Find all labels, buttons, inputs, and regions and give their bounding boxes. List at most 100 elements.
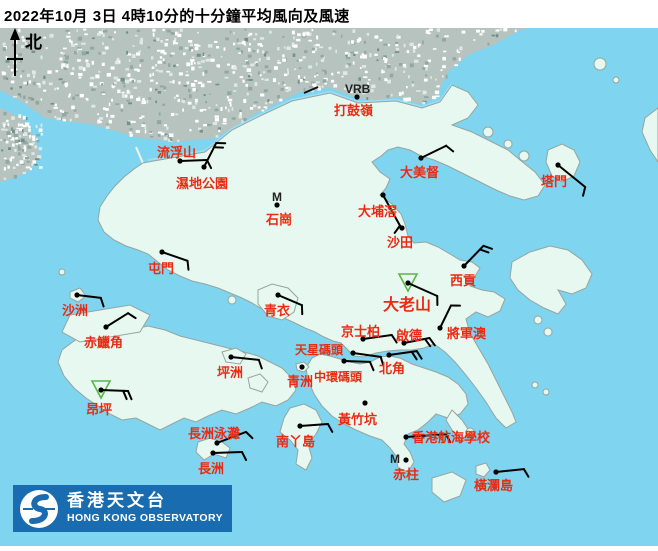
urban-speckle [232, 107, 234, 111]
urban-speckle [195, 47, 199, 51]
urban-speckle [24, 132, 27, 135]
urban-speckle [404, 44, 406, 48]
urban-speckle [269, 31, 272, 34]
urban-speckle [91, 88, 95, 91]
urban-speckle [165, 43, 168, 47]
urban-speckle [137, 30, 141, 32]
urban-speckle [189, 94, 192, 98]
urban-speckle [115, 103, 119, 105]
urban-speckle [248, 48, 251, 52]
urban-speckle [125, 68, 129, 70]
urban-speckle [173, 80, 175, 84]
urban-speckle [91, 105, 95, 108]
urban-speckle [176, 64, 178, 66]
urban-speckle [197, 32, 199, 34]
urban-speckle [246, 61, 250, 64]
urban-speckle [155, 101, 157, 104]
urban-speckle [11, 156, 14, 158]
urban-speckle [238, 42, 242, 44]
urban-speckle [274, 66, 278, 70]
urban-speckle [31, 163, 33, 166]
urban-speckle [402, 91, 404, 94]
urban-speckle [141, 116, 144, 118]
urban-speckle [13, 96, 17, 98]
urban-speckle [70, 119, 72, 122]
urban-speckle [337, 72, 340, 74]
urban-speckle [248, 79, 253, 81]
urban-speckle [29, 80, 31, 83]
station-label: 赤柱 [393, 467, 419, 482]
urban-speckle [333, 84, 337, 87]
station-label: 西貢 [450, 273, 476, 288]
urban-speckle [388, 44, 390, 46]
urban-speckle [426, 67, 428, 71]
urban-speckle [27, 74, 30, 77]
urban-speckle [232, 117, 236, 120]
urban-speckle [147, 47, 150, 49]
urban-speckle [126, 100, 130, 102]
urban-speckle [50, 34, 54, 38]
urban-speckle [258, 106, 261, 108]
station-dot [214, 440, 219, 445]
urban-speckle [292, 31, 295, 35]
urban-speckle [71, 106, 75, 110]
urban-speckle [45, 47, 48, 49]
urban-speckle [60, 110, 62, 113]
urban-speckle [27, 161, 30, 163]
urban-speckle [98, 52, 101, 54]
urban-speckle [242, 41, 246, 44]
urban-speckle [29, 135, 31, 138]
urban-speckle [65, 56, 68, 60]
station-label: 青洲 [287, 374, 313, 389]
urban-speckle [79, 77, 82, 79]
urban-speckle [496, 30, 500, 32]
station-mark: M [272, 190, 282, 204]
urban-speckle [16, 128, 19, 130]
urban-speckle [72, 67, 74, 70]
urban-speckle [403, 98, 407, 102]
urban-speckle [316, 81, 320, 83]
urban-speckle [140, 59, 144, 62]
urban-speckle [174, 97, 176, 100]
urban-speckle [306, 32, 309, 36]
station-label: 香港航海學校 [411, 430, 491, 445]
urban-speckle [253, 105, 256, 108]
urban-speckle [215, 118, 219, 122]
urban-speckle [218, 130, 220, 133]
urban-speckle [111, 67, 115, 70]
urban-speckle [377, 59, 379, 61]
urban-speckle [100, 121, 102, 123]
urban-speckle [293, 53, 296, 57]
urban-speckle [49, 83, 53, 86]
urban-speckle [208, 44, 213, 48]
urban-speckle [97, 33, 101, 36]
urban-speckle [117, 58, 120, 61]
urban-speckle [362, 65, 366, 68]
urban-speckle [169, 81, 173, 83]
urban-speckle [43, 37, 46, 39]
urban-speckle [80, 94, 84, 98]
urban-speckle [20, 124, 23, 127]
urban-speckle [194, 62, 196, 64]
urban-speckle [41, 124, 43, 128]
urban-speckle [205, 70, 208, 73]
urban-speckle [248, 87, 252, 91]
station-dot [299, 364, 304, 369]
urban-speckle [166, 71, 170, 73]
station-dot [201, 164, 206, 169]
urban-speckle [353, 54, 355, 56]
urban-speckle [110, 115, 114, 118]
urban-speckle [360, 67, 362, 69]
station-label: 沙洲 [62, 303, 88, 318]
urban-speckle [205, 101, 207, 103]
urban-speckle [74, 109, 77, 111]
urban-speckle [23, 172, 26, 174]
urban-speckle [37, 155, 41, 158]
urban-speckle [27, 146, 31, 149]
page-title: 2022年10月 3日 4時10分的十分鐘平均風向及風速 [4, 5, 350, 26]
urban-speckle [75, 44, 77, 46]
urban-speckle [255, 82, 258, 86]
urban-speckle [233, 90, 236, 92]
urban-speckle [171, 32, 175, 35]
urban-speckle [500, 29, 502, 31]
